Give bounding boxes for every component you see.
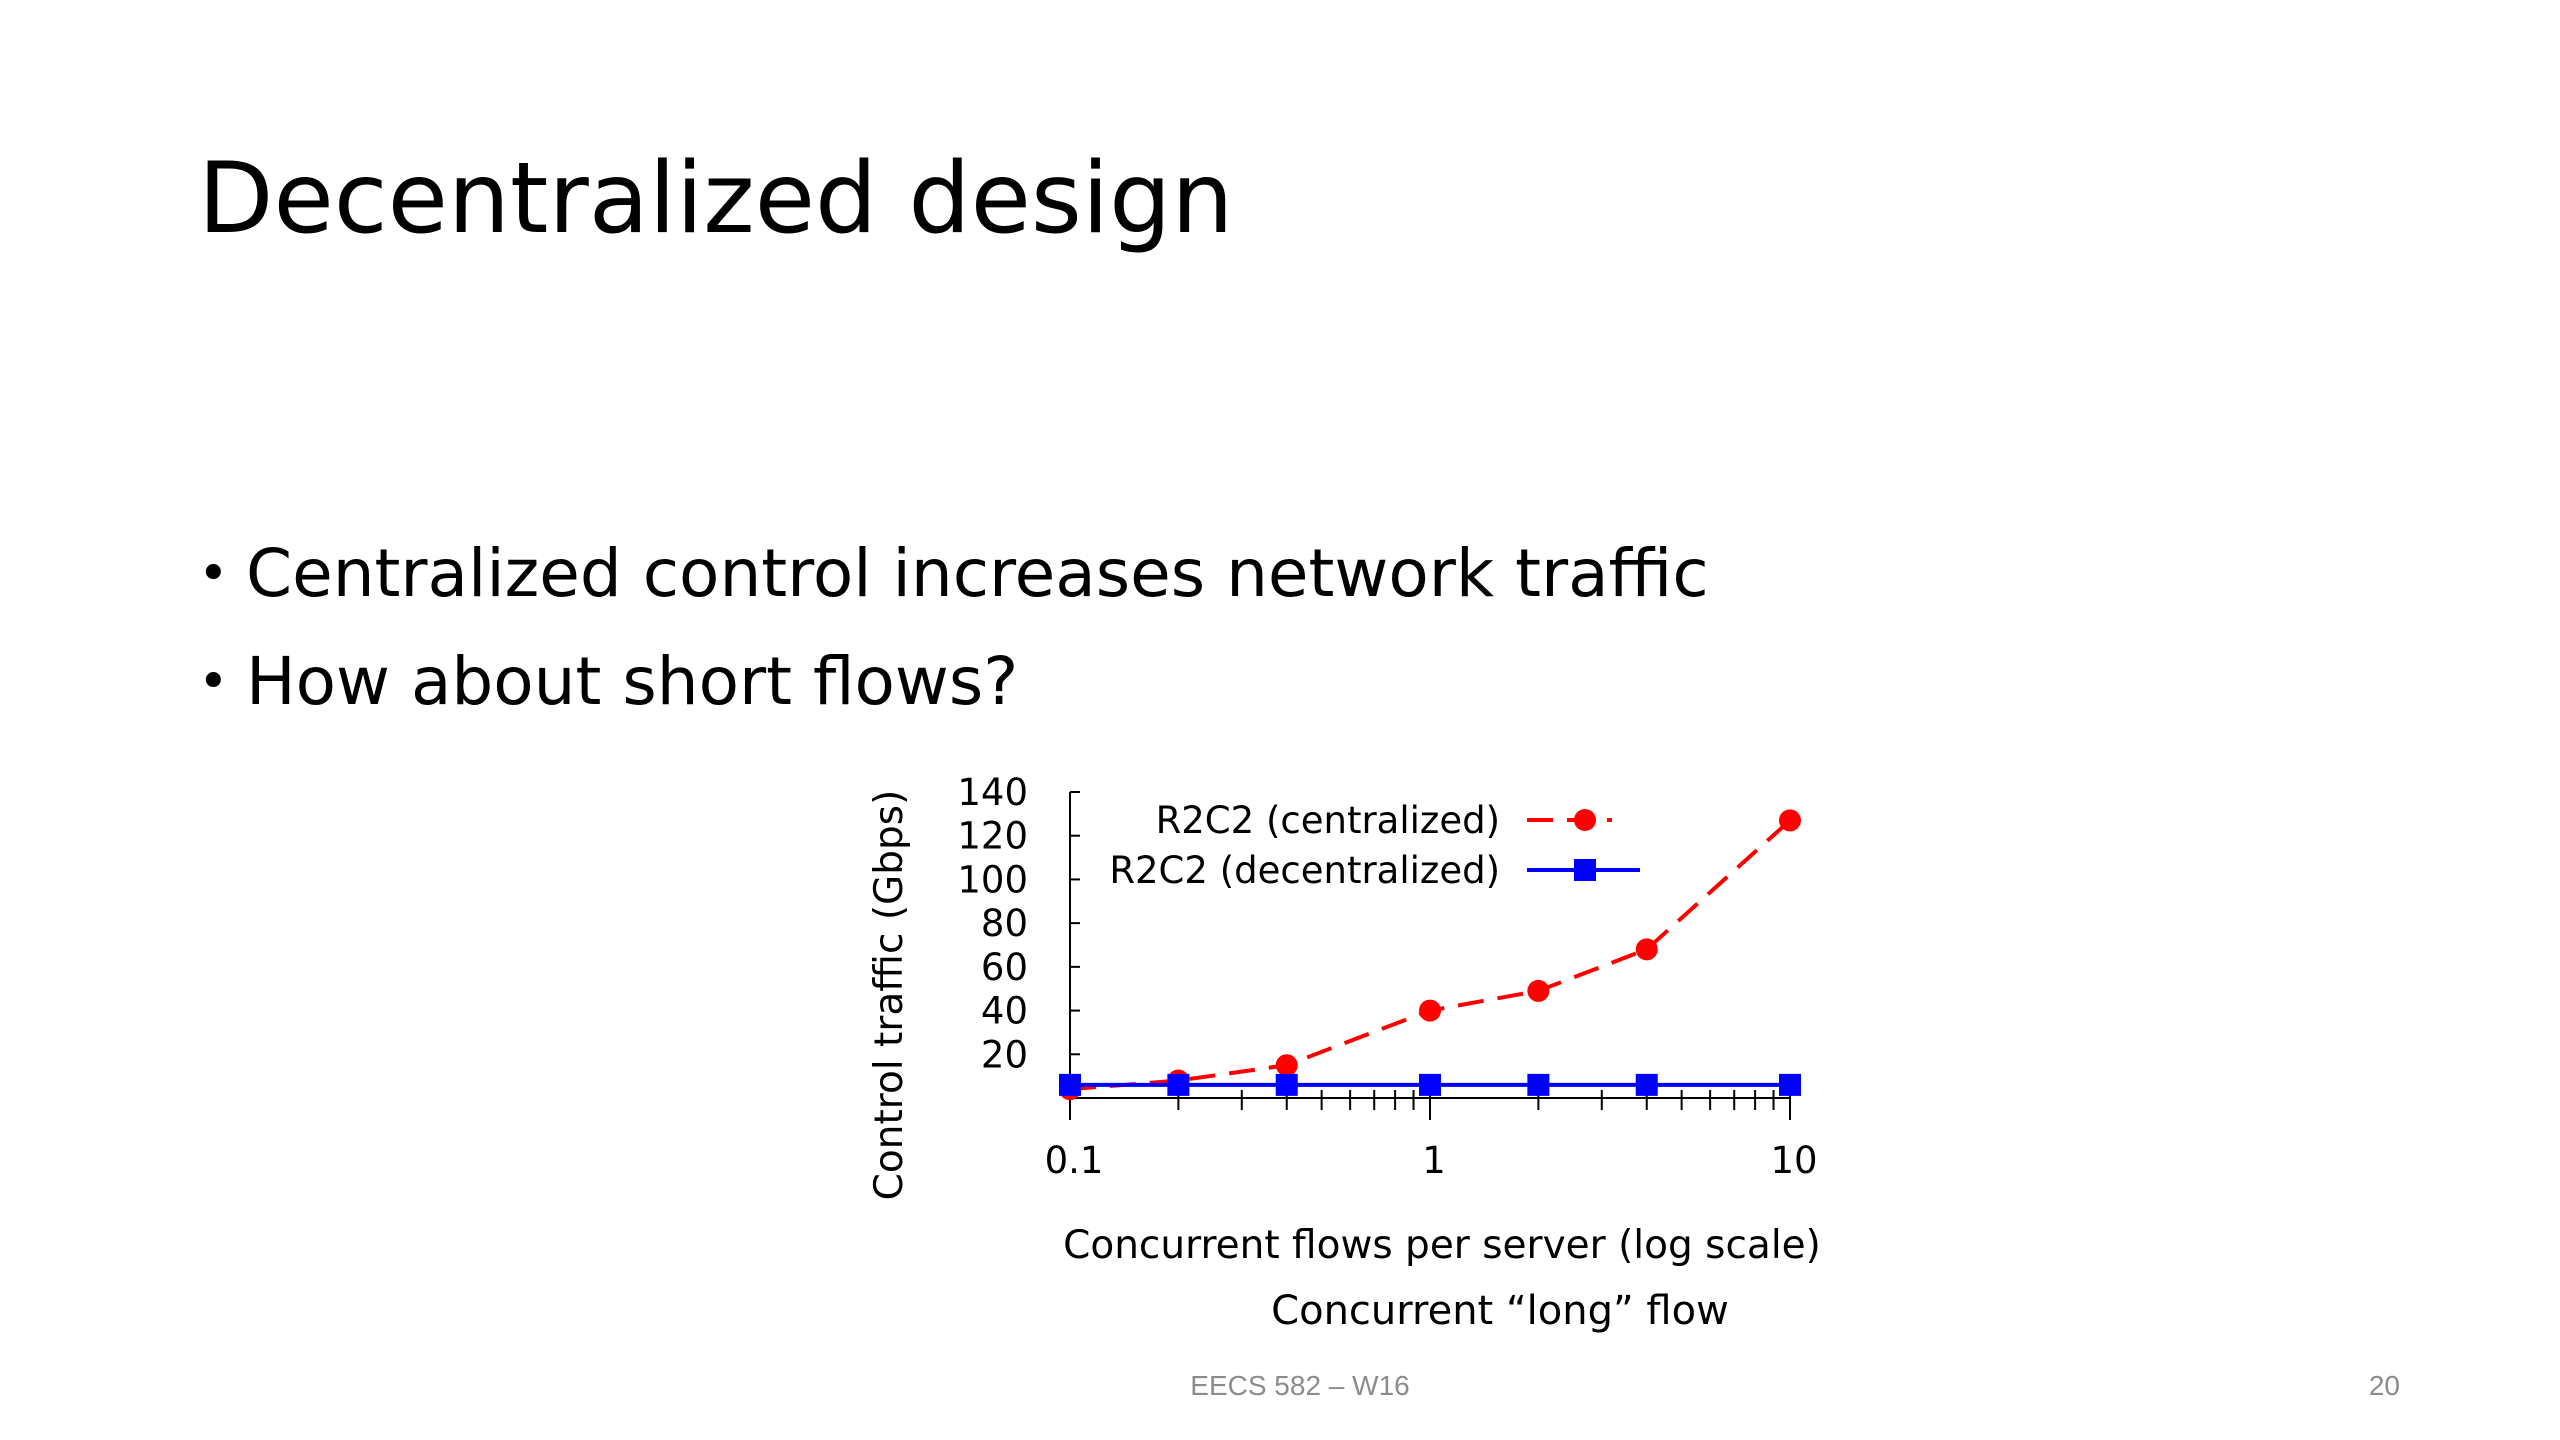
data-point: [1275, 1054, 1298, 1077]
chart-caption: Concurrent “long” flow: [1271, 1288, 1729, 1334]
y-tick-label: 20: [981, 1033, 1028, 1076]
y-tick-label: 60: [981, 946, 1028, 989]
data-point: [1527, 979, 1550, 1002]
y-tick-label: 120: [957, 815, 1028, 858]
data-point: [1779, 1073, 1801, 1096]
data-point: [1167, 1073, 1190, 1096]
y-tick-label: 80: [981, 902, 1028, 945]
data-point: [1527, 1073, 1550, 1096]
x-tick-label: 1: [1422, 1139, 1446, 1182]
page-number: 20: [2368, 1370, 2400, 1401]
legend-marker: [1574, 859, 1596, 881]
data-point: [1635, 1073, 1658, 1096]
bullet-text: How about short flows?: [246, 643, 1019, 720]
legend-label: R2C2 (centralized): [1156, 799, 1500, 842]
y-axis-label: Control traffic (Gbps): [867, 790, 912, 1201]
x-tick-label: 10: [1770, 1139, 1817, 1182]
data-point: [1275, 1073, 1298, 1096]
data-point: [1419, 999, 1441, 1022]
x-axis-label: Concurrent flows per server (log scale): [1063, 1223, 1821, 1268]
bullet-icon: •: [198, 544, 229, 604]
data-point: [1059, 1073, 1081, 1096]
legend-marker: [1574, 809, 1596, 831]
y-tick-label: 40: [981, 990, 1028, 1033]
x-tick-label: 0.1: [1045, 1139, 1104, 1182]
bullet-item: • Centralized control increases network …: [198, 535, 1709, 643]
bullet-list: • Centralized control increases network …: [198, 535, 1709, 751]
data-point: [1635, 938, 1658, 961]
legend-label: R2C2 (decentralized): [1109, 849, 1500, 892]
data-point: [1419, 1073, 1441, 1096]
footer-course: EECS 582 – W16: [1190, 1370, 1410, 1401]
y-tick-label: 100: [957, 858, 1028, 901]
bullet-item: • How about short flows?: [198, 643, 1709, 751]
y-tick-label: 140: [957, 771, 1028, 814]
bullet-icon: •: [198, 652, 229, 712]
slide-title: Decentralized design: [198, 142, 1234, 256]
bullet-text: Centralized control increases network tr…: [246, 535, 1709, 612]
data-point: [1779, 809, 1801, 832]
